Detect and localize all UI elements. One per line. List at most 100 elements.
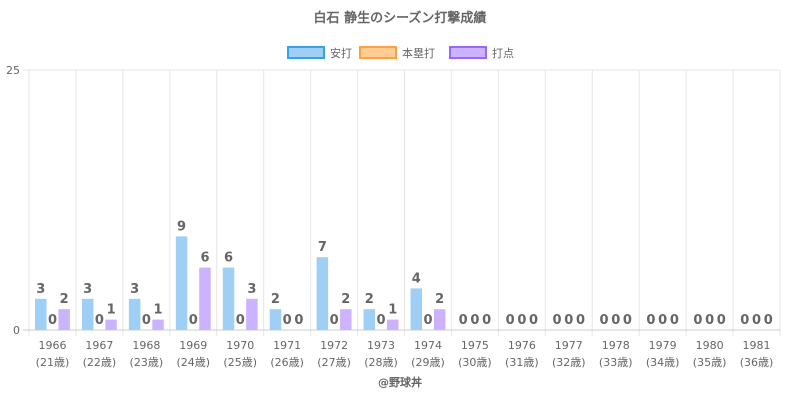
data-label-1-5: 0: [283, 313, 292, 328]
data-label-0-8: 4: [412, 271, 421, 286]
x-tick-age-5: (26歳): [270, 356, 304, 369]
x-axis: 1966 (21歳) 1967 (22歳) 1968 (23歳) 1969 (24歳) 1970…: [36, 339, 774, 369]
x-tick-year-9: 1975: [461, 339, 489, 352]
data-label-0-9: 0: [459, 313, 468, 328]
data-label-0-15: 0: [740, 313, 749, 328]
data-label-0-14: 0: [693, 313, 702, 328]
data-label-2-15: 0: [764, 313, 773, 328]
x-tick-year-0: 1966: [38, 339, 66, 352]
data-label-2-6: 2: [341, 292, 350, 307]
x-tick-year-2: 1968: [132, 339, 160, 352]
data-label-2-4: 3: [247, 282, 256, 297]
y-tick-label-1: 25: [6, 64, 20, 77]
bar-2-1: [105, 319, 117, 330]
legend: 安打 本塁打 打点: [287, 46, 514, 60]
data-label-0-12: 0: [599, 313, 608, 328]
legend-swatch-2[interactable]: [449, 46, 487, 59]
legend-label-1[interactable]: 本塁打: [402, 46, 435, 60]
x-tick-year-7: 1973: [367, 339, 395, 352]
bar-0-6: [316, 257, 329, 330]
x-tick-age-4: (25歳): [223, 356, 257, 369]
x-tick-year-12: 1978: [602, 339, 630, 352]
data-label-0-3: 9: [177, 219, 186, 234]
data-label-1-10: 0: [517, 313, 526, 328]
x-tick-age-1: (22歳): [83, 356, 117, 369]
data-label-1-2: 0: [142, 313, 151, 328]
x-tick-year-13: 1979: [649, 339, 677, 352]
x-tick-age-6: (27歳): [317, 356, 351, 369]
data-label-1-9: 0: [470, 313, 479, 328]
bar-0-7: [363, 309, 376, 330]
legend-swatch-1[interactable]: [359, 46, 397, 59]
y-axis: 0 25: [6, 64, 20, 337]
data-label-2-13: 0: [670, 313, 679, 328]
data-label-0-2: 3: [130, 282, 139, 297]
bar-2-0: [58, 309, 70, 330]
y-tick-label-0: 0: [13, 324, 20, 337]
legend-label-2[interactable]: 打点: [492, 46, 514, 60]
data-label-2-11: 0: [576, 313, 585, 328]
x-tick-age-12: (33歳): [599, 356, 633, 369]
x-tick-age-0: (21歳): [36, 356, 70, 369]
legend-label-0[interactable]: 安打: [330, 46, 352, 60]
data-label-1-4: 0: [236, 313, 245, 328]
data-label-1-8: 0: [423, 313, 432, 328]
x-tick-age-2: (23歳): [130, 356, 164, 369]
data-label-1-1: 0: [95, 313, 104, 328]
bar-2-6: [340, 309, 352, 330]
credit-text: @野球丼: [378, 375, 422, 389]
data-label-2-2: 1: [154, 303, 163, 318]
data-label-2-1: 1: [107, 303, 116, 318]
x-tick-age-8: (29歳): [411, 356, 445, 369]
x-tick-age-15: (36歳): [740, 356, 774, 369]
data-label-2-3: 6: [200, 251, 209, 266]
data-label-0-6: 7: [318, 240, 327, 255]
x-tick-year-10: 1976: [508, 339, 536, 352]
data-label-0-1: 3: [83, 282, 92, 297]
bar-0-1: [81, 298, 94, 330]
bar-0-5: [269, 309, 282, 330]
data-label-0-13: 0: [646, 313, 655, 328]
bars: [35, 236, 446, 330]
x-tick-year-8: 1974: [414, 339, 442, 352]
bar-0-8: [410, 288, 423, 330]
bar-2-2: [152, 319, 164, 330]
data-label-2-0: 2: [60, 292, 69, 307]
data-label-1-3: 0: [189, 313, 198, 328]
bar-2-7: [386, 319, 399, 330]
data-label-2-5: 0: [294, 313, 303, 328]
data-label-0-7: 2: [365, 292, 374, 307]
x-tick-age-10: (31歳): [505, 356, 539, 369]
bar-2-4: [246, 298, 258, 330]
x-tick-year-3: 1969: [179, 339, 207, 352]
bar-2-3: [199, 267, 211, 330]
x-tick-age-9: (30歳): [458, 356, 492, 369]
bar-0-4: [222, 267, 235, 330]
data-label-2-9: 0: [482, 313, 491, 328]
x-tick-year-11: 1977: [555, 339, 583, 352]
data-label-0-4: 6: [224, 251, 233, 266]
bar-0-3: [175, 236, 188, 330]
bar-0-2: [128, 298, 141, 330]
bar-2-8: [433, 309, 446, 330]
x-tick-age-3: (24歳): [176, 356, 210, 369]
x-tick-age-11: (32歳): [552, 356, 586, 369]
x-tick-age-7: (28歳): [364, 356, 398, 369]
data-label-1-7: 0: [377, 313, 386, 328]
data-label-1-14: 0: [705, 313, 714, 328]
x-tick-year-6: 1972: [320, 339, 348, 352]
bar-0-0: [35, 298, 47, 330]
x-tick-year-4: 1970: [226, 339, 254, 352]
chart-title: 白石 静生のシーズン打撃成績: [314, 10, 487, 26]
data-label-0-10: 0: [506, 313, 515, 328]
data-label-2-12: 0: [623, 313, 632, 328]
data-label-1-6: 0: [330, 313, 339, 328]
data-label-0-11: 0: [553, 313, 562, 328]
data-label-1-0: 0: [48, 313, 57, 328]
data-label-2-7: 1: [388, 303, 397, 318]
data-label-1-11: 0: [564, 313, 573, 328]
legend-swatch-0[interactable]: [287, 46, 325, 59]
data-label-1-12: 0: [611, 313, 620, 328]
